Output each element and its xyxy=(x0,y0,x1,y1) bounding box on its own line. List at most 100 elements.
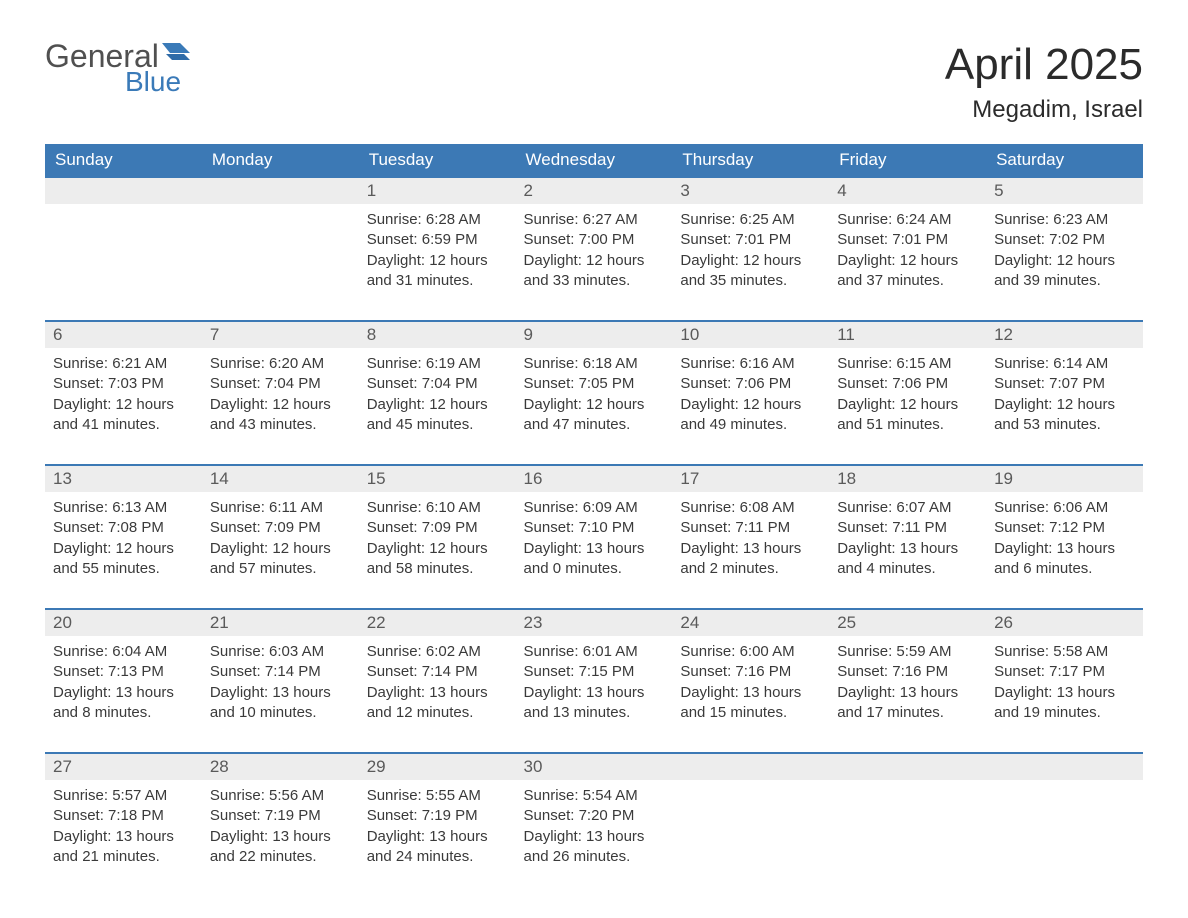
day-number: 27 xyxy=(45,754,202,780)
calendar-cell: 16Sunrise: 6:09 AMSunset: 7:10 PMDayligh… xyxy=(516,465,673,609)
sunset-line: Sunset: 7:06 PM xyxy=(837,374,978,394)
weekday-header: Sunday xyxy=(45,144,202,177)
weekday-header: Saturday xyxy=(986,144,1143,177)
calendar-cell: 12Sunrise: 6:14 AMSunset: 7:07 PMDayligh… xyxy=(986,321,1143,465)
day-number xyxy=(829,754,986,780)
sunrise-line: Sunrise: 6:24 AM xyxy=(837,210,978,230)
sunset-line: Sunset: 7:10 PM xyxy=(524,518,665,538)
calendar-body: 1Sunrise: 6:28 AMSunset: 6:59 PMDaylight… xyxy=(45,177,1143,897)
daylight-line: Daylight: 13 hours and 19 minutes. xyxy=(994,683,1135,724)
calendar-cell: 20Sunrise: 6:04 AMSunset: 7:13 PMDayligh… xyxy=(45,609,202,753)
sunset-line: Sunset: 7:01 PM xyxy=(837,230,978,250)
day-body: Sunrise: 6:24 AMSunset: 7:01 PMDaylight:… xyxy=(829,204,986,299)
day-body: Sunrise: 6:18 AMSunset: 7:05 PMDaylight:… xyxy=(516,348,673,443)
daylight-line: Daylight: 13 hours and 17 minutes. xyxy=(837,683,978,724)
page-title: April 2025 xyxy=(945,40,1143,90)
calendar-cell: 3Sunrise: 6:25 AMSunset: 7:01 PMDaylight… xyxy=(672,177,829,321)
daylight-line: Daylight: 13 hours and 12 minutes. xyxy=(367,683,508,724)
day-body: Sunrise: 6:27 AMSunset: 7:00 PMDaylight:… xyxy=(516,204,673,299)
sunrise-line: Sunrise: 6:27 AM xyxy=(524,210,665,230)
sunrise-line: Sunrise: 6:11 AM xyxy=(210,498,351,518)
day-number: 3 xyxy=(672,178,829,204)
sunset-line: Sunset: 7:06 PM xyxy=(680,374,821,394)
sunrise-line: Sunrise: 6:10 AM xyxy=(367,498,508,518)
sunset-line: Sunset: 7:04 PM xyxy=(210,374,351,394)
sunset-line: Sunset: 7:17 PM xyxy=(994,662,1135,682)
day-body: Sunrise: 6:25 AMSunset: 7:01 PMDaylight:… xyxy=(672,204,829,299)
logo-blue-text: Blue xyxy=(125,68,181,96)
daylight-line: Daylight: 13 hours and 26 minutes. xyxy=(524,827,665,868)
sunset-line: Sunset: 7:03 PM xyxy=(53,374,194,394)
calendar-cell xyxy=(986,753,1143,897)
day-number: 7 xyxy=(202,322,359,348)
daylight-line: Daylight: 13 hours and 24 minutes. xyxy=(367,827,508,868)
location-label: Megadim, Israel xyxy=(945,96,1143,124)
daylight-line: Daylight: 12 hours and 49 minutes. xyxy=(680,395,821,436)
day-body: Sunrise: 6:15 AMSunset: 7:06 PMDaylight:… xyxy=(829,348,986,443)
calendar-cell xyxy=(829,753,986,897)
daylight-line: Daylight: 12 hours and 43 minutes. xyxy=(210,395,351,436)
weekday-header: Tuesday xyxy=(359,144,516,177)
sunrise-line: Sunrise: 6:09 AM xyxy=(524,498,665,518)
calendar-cell: 2Sunrise: 6:27 AMSunset: 7:00 PMDaylight… xyxy=(516,177,673,321)
day-number: 24 xyxy=(672,610,829,636)
calendar-cell: 21Sunrise: 6:03 AMSunset: 7:14 PMDayligh… xyxy=(202,609,359,753)
day-number: 12 xyxy=(986,322,1143,348)
sunset-line: Sunset: 7:11 PM xyxy=(837,518,978,538)
sunrise-line: Sunrise: 6:06 AM xyxy=(994,498,1135,518)
day-body: Sunrise: 6:13 AMSunset: 7:08 PMDaylight:… xyxy=(45,492,202,587)
daylight-line: Daylight: 12 hours and 55 minutes. xyxy=(53,539,194,580)
day-body: Sunrise: 5:54 AMSunset: 7:20 PMDaylight:… xyxy=(516,780,673,875)
sunset-line: Sunset: 7:07 PM xyxy=(994,374,1135,394)
day-body: Sunrise: 5:55 AMSunset: 7:19 PMDaylight:… xyxy=(359,780,516,875)
sunrise-line: Sunrise: 6:07 AM xyxy=(837,498,978,518)
sunrise-line: Sunrise: 5:56 AM xyxy=(210,786,351,806)
daylight-line: Daylight: 12 hours and 41 minutes. xyxy=(53,395,194,436)
daylight-line: Daylight: 12 hours and 47 minutes. xyxy=(524,395,665,436)
calendar-table: SundayMondayTuesdayWednesdayThursdayFrid… xyxy=(45,144,1143,897)
calendar-header-row: SundayMondayTuesdayWednesdayThursdayFrid… xyxy=(45,144,1143,177)
sunset-line: Sunset: 7:05 PM xyxy=(524,374,665,394)
sunrise-line: Sunrise: 6:04 AM xyxy=(53,642,194,662)
calendar-cell: 11Sunrise: 6:15 AMSunset: 7:06 PMDayligh… xyxy=(829,321,986,465)
day-number: 9 xyxy=(516,322,673,348)
calendar-cell: 6Sunrise: 6:21 AMSunset: 7:03 PMDaylight… xyxy=(45,321,202,465)
day-body: Sunrise: 6:00 AMSunset: 7:16 PMDaylight:… xyxy=(672,636,829,731)
logo: General Blue xyxy=(45,40,190,96)
daylight-line: Daylight: 13 hours and 15 minutes. xyxy=(680,683,821,724)
daylight-line: Daylight: 12 hours and 45 minutes. xyxy=(367,395,508,436)
daylight-line: Daylight: 13 hours and 10 minutes. xyxy=(210,683,351,724)
daylight-line: Daylight: 12 hours and 51 minutes. xyxy=(837,395,978,436)
sunrise-line: Sunrise: 6:21 AM xyxy=(53,354,194,374)
calendar-cell: 22Sunrise: 6:02 AMSunset: 7:14 PMDayligh… xyxy=(359,609,516,753)
sunrise-line: Sunrise: 6:02 AM xyxy=(367,642,508,662)
day-number xyxy=(986,754,1143,780)
day-number: 30 xyxy=(516,754,673,780)
calendar-cell: 17Sunrise: 6:08 AMSunset: 7:11 PMDayligh… xyxy=(672,465,829,609)
day-number: 15 xyxy=(359,466,516,492)
day-body: Sunrise: 6:01 AMSunset: 7:15 PMDaylight:… xyxy=(516,636,673,731)
header: General Blue April 2025 Megadim, Israel xyxy=(45,40,1143,124)
day-number: 16 xyxy=(516,466,673,492)
day-body: Sunrise: 6:19 AMSunset: 7:04 PMDaylight:… xyxy=(359,348,516,443)
day-number: 18 xyxy=(829,466,986,492)
calendar-cell: 15Sunrise: 6:10 AMSunset: 7:09 PMDayligh… xyxy=(359,465,516,609)
daylight-line: Daylight: 12 hours and 53 minutes. xyxy=(994,395,1135,436)
day-number: 29 xyxy=(359,754,516,780)
daylight-line: Daylight: 12 hours and 57 minutes. xyxy=(210,539,351,580)
sunrise-line: Sunrise: 6:00 AM xyxy=(680,642,821,662)
calendar-cell: 5Sunrise: 6:23 AMSunset: 7:02 PMDaylight… xyxy=(986,177,1143,321)
sunset-line: Sunset: 7:09 PM xyxy=(367,518,508,538)
day-number: 10 xyxy=(672,322,829,348)
day-body: Sunrise: 6:06 AMSunset: 7:12 PMDaylight:… xyxy=(986,492,1143,587)
sunset-line: Sunset: 7:04 PM xyxy=(367,374,508,394)
calendar-cell: 23Sunrise: 6:01 AMSunset: 7:15 PMDayligh… xyxy=(516,609,673,753)
day-body: Sunrise: 6:10 AMSunset: 7:09 PMDaylight:… xyxy=(359,492,516,587)
daylight-line: Daylight: 13 hours and 13 minutes. xyxy=(524,683,665,724)
daylight-line: Daylight: 12 hours and 33 minutes. xyxy=(524,251,665,292)
daylight-line: Daylight: 13 hours and 6 minutes. xyxy=(994,539,1135,580)
daylight-line: Daylight: 13 hours and 4 minutes. xyxy=(837,539,978,580)
sunrise-line: Sunrise: 6:13 AM xyxy=(53,498,194,518)
day-number: 2 xyxy=(516,178,673,204)
title-block: April 2025 Megadim, Israel xyxy=(945,40,1143,124)
